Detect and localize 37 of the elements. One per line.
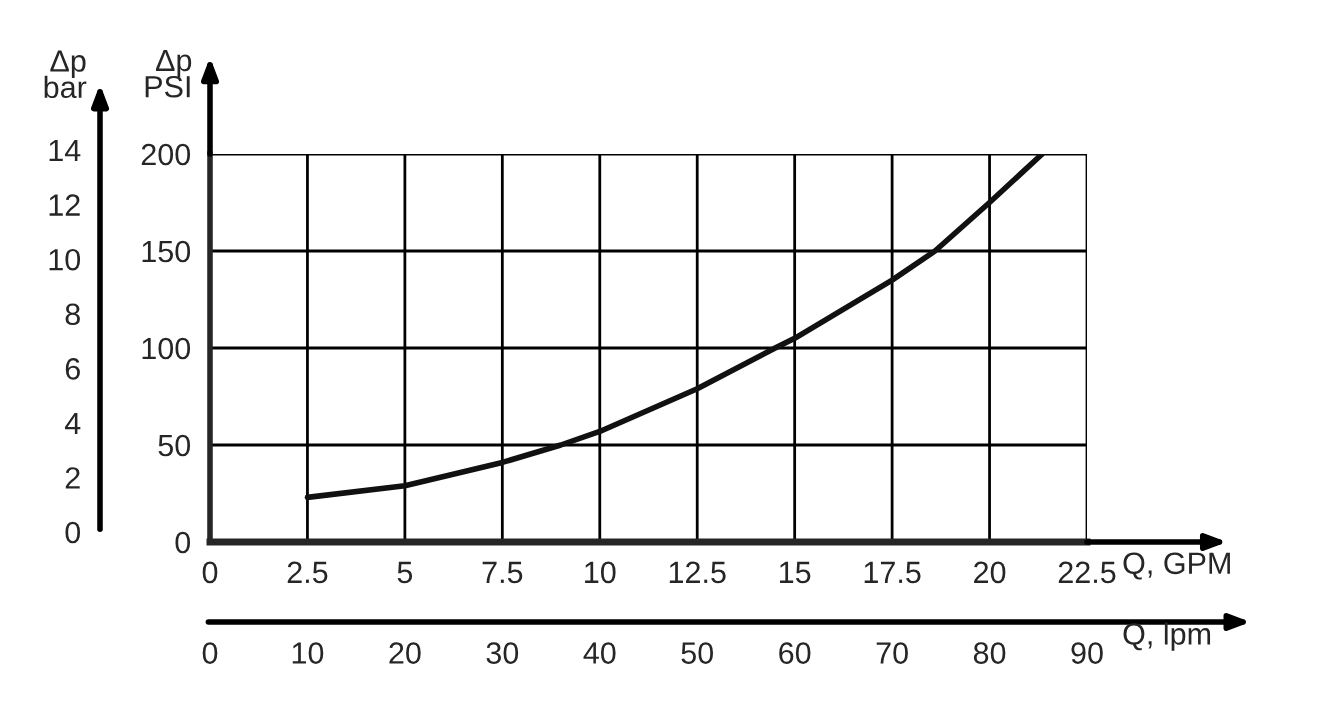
x-tick-label: 15 (780, 561, 811, 584)
y2-tick-label: 4 (64, 412, 81, 434)
x2-tick-label: 80 (973, 642, 1006, 664)
x-tick-label: 17.5 (864, 561, 921, 584)
y2-tick-label: 12 (49, 194, 80, 216)
x2-tick-label: 60 (779, 642, 811, 664)
x-tick-label: 10 (585, 561, 616, 584)
x-tick-label: 20 (974, 561, 1006, 584)
y2-tick-label: 14 (49, 140, 81, 162)
y-tick-label: 150 (142, 240, 191, 263)
x2-axis-title: Q, lpm (1123, 622, 1211, 651)
x-tick-label: 0 (202, 561, 218, 584)
y2-tick-label: 2 (65, 467, 80, 489)
x2-tick-label: 90 (1071, 642, 1103, 664)
y2-tick-label: 6 (65, 358, 80, 380)
x2-tick-label: 0 (202, 642, 218, 664)
x2-tick-label: 10 (292, 642, 324, 664)
x-axis-title: Q, GPM (1123, 552, 1230, 580)
x2-tick-label: 20 (389, 642, 421, 664)
y2-tick-label: 8 (65, 303, 80, 326)
x-tick-label: 2.5 (287, 561, 328, 584)
y-tick-label: 100 (142, 337, 191, 360)
y2-tick-label: 0 (65, 521, 81, 544)
x2-tick-label: 30 (486, 642, 519, 664)
y2-tick-label: 10 (49, 248, 81, 271)
y-tick-label: 200 (141, 143, 191, 166)
x2-tick-label: 70 (876, 642, 908, 664)
x-tick-label: 22.5 (1058, 561, 1116, 584)
y-tick-label: 50 (158, 434, 191, 457)
y2-axis-title: Δp bar (44, 50, 87, 99)
x2-tick-label: 40 (583, 642, 616, 664)
y-tick-label: 0 (175, 531, 191, 554)
x-tick-label: 12.5 (669, 561, 726, 584)
x-tick-label: 7.5 (482, 561, 523, 584)
x2-tick-label: 50 (681, 642, 714, 664)
x-tick-label: 5 (397, 561, 413, 584)
y-axis-title: Δp PSI (145, 49, 192, 98)
